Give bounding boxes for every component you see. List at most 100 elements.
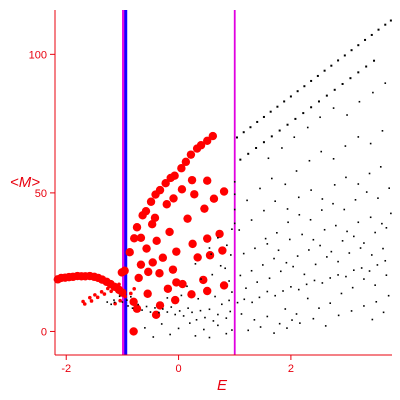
data-point xyxy=(268,277,271,280)
data-point xyxy=(287,221,289,224)
data-point xyxy=(379,166,382,168)
data-point xyxy=(155,185,165,195)
data-point xyxy=(299,322,301,324)
data-point xyxy=(231,329,233,331)
data-point xyxy=(129,297,138,306)
data-point xyxy=(320,209,323,211)
y-tick-label: 50 xyxy=(35,188,47,200)
data-point xyxy=(246,199,248,202)
data-point xyxy=(358,100,361,103)
data-point xyxy=(262,264,264,266)
data-point xyxy=(144,267,153,277)
data-point xyxy=(263,209,265,212)
data-point xyxy=(242,252,245,255)
data-point xyxy=(132,286,136,291)
data-point xyxy=(233,193,236,196)
data-point xyxy=(130,296,132,298)
data-point xyxy=(325,94,328,97)
vertical-lines-layer xyxy=(122,10,236,355)
data-point xyxy=(370,33,373,36)
data-point xyxy=(251,301,253,304)
data-point xyxy=(174,313,176,316)
data-point xyxy=(191,311,193,314)
data-point xyxy=(302,112,305,115)
data-point xyxy=(371,318,374,321)
data-point xyxy=(150,213,160,223)
data-point xyxy=(239,158,242,161)
data-point xyxy=(271,177,273,180)
data-point xyxy=(329,302,332,304)
data-point xyxy=(286,208,289,210)
data-point xyxy=(296,90,299,93)
data-point xyxy=(197,297,200,300)
data-point xyxy=(199,309,202,312)
data-point xyxy=(118,295,121,298)
data-point xyxy=(262,115,265,118)
data-point xyxy=(228,299,230,302)
data-point xyxy=(131,307,134,309)
data-point xyxy=(129,234,139,243)
data-point xyxy=(254,247,256,250)
data-point xyxy=(353,269,355,272)
data-point xyxy=(294,117,297,120)
data-point xyxy=(211,273,214,276)
data-point xyxy=(365,65,368,68)
data-point xyxy=(217,313,219,316)
data-point xyxy=(136,260,146,269)
data-point xyxy=(109,289,113,294)
data-point xyxy=(169,333,171,336)
data-point xyxy=(231,228,233,230)
data-point xyxy=(273,257,275,260)
data-point xyxy=(310,189,312,191)
x-tick-label: 0 xyxy=(176,363,182,375)
data-point xyxy=(319,116,321,119)
data-point xyxy=(289,95,292,98)
data-point xyxy=(209,194,219,203)
data-point xyxy=(250,219,253,221)
data-point xyxy=(144,327,146,329)
data-point xyxy=(357,221,360,224)
data-point xyxy=(106,301,109,303)
data-point xyxy=(149,311,152,313)
data-point xyxy=(193,253,202,262)
data-point xyxy=(259,326,262,328)
data-point xyxy=(310,79,313,82)
data-point xyxy=(310,106,313,109)
data-point xyxy=(332,158,335,160)
data-point xyxy=(382,247,384,250)
data-point xyxy=(270,135,273,138)
data-point xyxy=(350,49,353,52)
data-point xyxy=(142,244,151,253)
data-point xyxy=(121,301,124,303)
data-point xyxy=(218,246,227,255)
data-point xyxy=(170,295,180,305)
data-point xyxy=(200,204,209,213)
data-point xyxy=(269,110,272,113)
data-point xyxy=(189,322,191,324)
data-point xyxy=(160,323,163,325)
data-point xyxy=(117,282,121,287)
data-point xyxy=(152,336,155,338)
data-point xyxy=(345,176,347,179)
data-point xyxy=(346,114,348,116)
data-point xyxy=(376,264,379,266)
data-point xyxy=(93,293,97,297)
data-point xyxy=(312,238,315,241)
x-tick-label: -2 xyxy=(61,363,71,375)
data-point xyxy=(324,325,327,327)
data-point xyxy=(224,267,226,270)
data-point xyxy=(296,255,299,257)
data-point xyxy=(384,82,387,84)
data-point xyxy=(203,234,212,243)
data-point xyxy=(181,157,191,167)
data-point xyxy=(264,237,267,240)
data-point xyxy=(374,284,376,286)
data-point xyxy=(215,229,224,239)
data-point xyxy=(320,150,323,153)
data-point xyxy=(240,313,243,315)
data-point xyxy=(166,311,169,313)
data-point xyxy=(118,288,127,297)
data-point xyxy=(158,311,160,314)
data-point xyxy=(384,259,387,262)
data-point xyxy=(279,270,282,273)
